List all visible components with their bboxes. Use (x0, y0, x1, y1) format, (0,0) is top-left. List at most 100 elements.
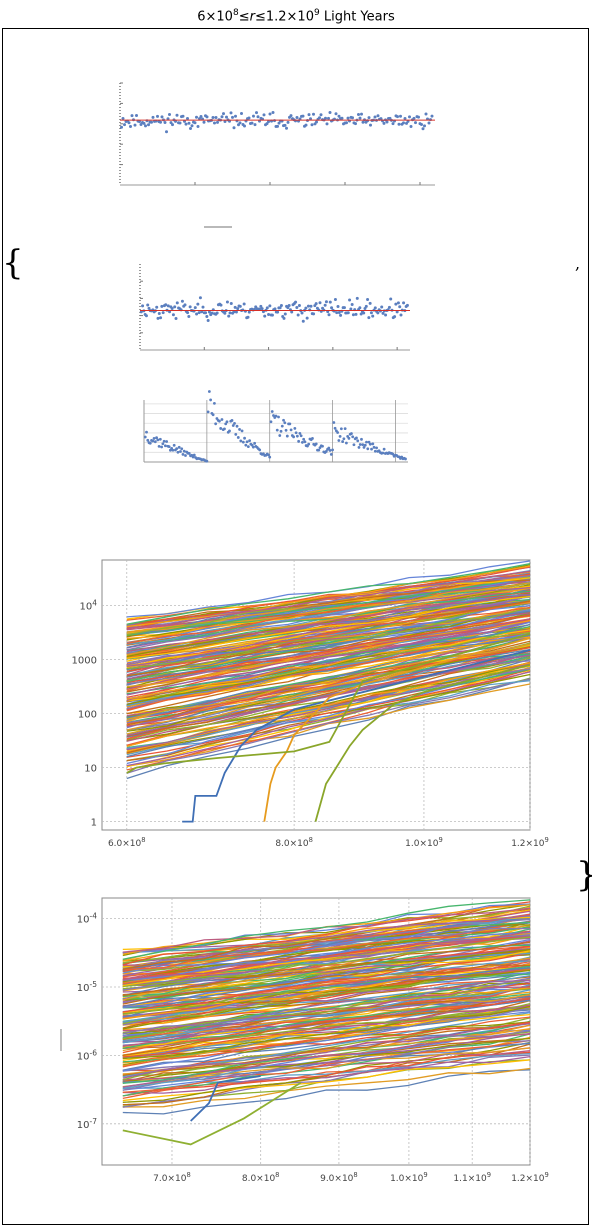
data-point (130, 114, 134, 118)
data-point (404, 457, 407, 461)
data-point (333, 426, 337, 430)
data-point (144, 314, 148, 318)
data-point (355, 436, 358, 440)
data-point (159, 120, 162, 124)
data-point (368, 442, 372, 446)
data-point (360, 112, 363, 116)
data-point (288, 422, 292, 426)
list-comma: , (575, 254, 581, 273)
data-point (234, 114, 237, 118)
data-point (292, 435, 295, 439)
chart-log-n-vs-log-r: 6.0×108 8.0×108 1.0×109 1.2×109 1 10 100 1000 10… (72, 559, 549, 849)
series-line (122, 1022, 531, 1077)
data-point (324, 300, 328, 304)
y-tick-label: 10 (84, 764, 97, 775)
series-line (122, 941, 531, 997)
data-point (193, 306, 197, 310)
data-point (361, 120, 365, 124)
series-line (126, 632, 531, 718)
data-point (207, 390, 211, 393)
series-line (122, 1022, 531, 1079)
data-point (267, 313, 271, 317)
close-brace: } (576, 858, 592, 892)
data-point (255, 111, 258, 115)
data-point (184, 454, 187, 457)
data-point (175, 113, 179, 117)
series-line (122, 914, 531, 954)
data-point (276, 124, 279, 128)
series-line (122, 1039, 531, 1093)
series-line (126, 600, 531, 665)
data-point (364, 304, 368, 308)
data-point (314, 302, 318, 306)
data-point (396, 115, 399, 119)
data-point (340, 116, 344, 120)
series-line (122, 920, 531, 978)
data-point (285, 126, 288, 130)
data-point (186, 311, 190, 315)
data-point (187, 314, 191, 318)
series-line (126, 606, 531, 677)
data-point (188, 305, 192, 309)
series-line (126, 599, 531, 670)
data-point (350, 302, 354, 306)
data-point (205, 115, 209, 119)
data-point (242, 302, 246, 306)
series-line-highlight (182, 649, 531, 823)
data-point (357, 446, 361, 449)
title-tail: Light Years (319, 9, 395, 25)
data-point (225, 300, 229, 304)
series-line (126, 643, 531, 721)
data-point (421, 127, 425, 131)
data-point (397, 122, 401, 126)
series-line (122, 995, 531, 1039)
data-point (402, 121, 405, 125)
data-point (375, 446, 378, 450)
data-point (236, 436, 240, 439)
data-point (283, 123, 287, 127)
data-point (258, 307, 262, 311)
data-point (236, 307, 240, 311)
data-point (251, 445, 255, 449)
series-line (122, 952, 531, 1013)
data-point (371, 314, 375, 318)
data-point (405, 303, 409, 307)
data-point (263, 314, 267, 318)
data-point (166, 304, 170, 308)
data-point (310, 123, 314, 127)
data-point (244, 443, 248, 447)
data-point (193, 121, 197, 125)
data-point (328, 449, 332, 452)
data-point (294, 300, 298, 304)
data-point (172, 443, 176, 447)
data-point (241, 440, 245, 444)
data-point (423, 124, 426, 128)
data-point (157, 312, 161, 316)
data-point (179, 450, 182, 453)
data-point (197, 311, 201, 315)
data-point (295, 305, 299, 309)
data-point (399, 313, 403, 317)
data-point (252, 114, 255, 118)
data-point (412, 116, 416, 120)
data-point (331, 448, 334, 452)
page-title: 6×108≤r≤1.2×109 Light Years (0, 0, 592, 28)
data-point (311, 437, 314, 440)
data-point (161, 442, 165, 446)
data-point (414, 121, 417, 125)
data-point (151, 439, 155, 443)
data-point (173, 305, 177, 309)
chart-n-scaling-exponent (119, 82, 435, 186)
data-point (213, 121, 216, 125)
data-point (206, 319, 210, 323)
data-point (277, 121, 281, 125)
data-point (312, 112, 315, 116)
data-point (156, 316, 160, 320)
data-point (387, 305, 391, 309)
data-point (293, 426, 297, 430)
data-point (171, 313, 175, 317)
series-line (122, 976, 531, 1029)
data-point (146, 303, 150, 307)
data-point (337, 439, 341, 442)
data-point (216, 120, 219, 124)
